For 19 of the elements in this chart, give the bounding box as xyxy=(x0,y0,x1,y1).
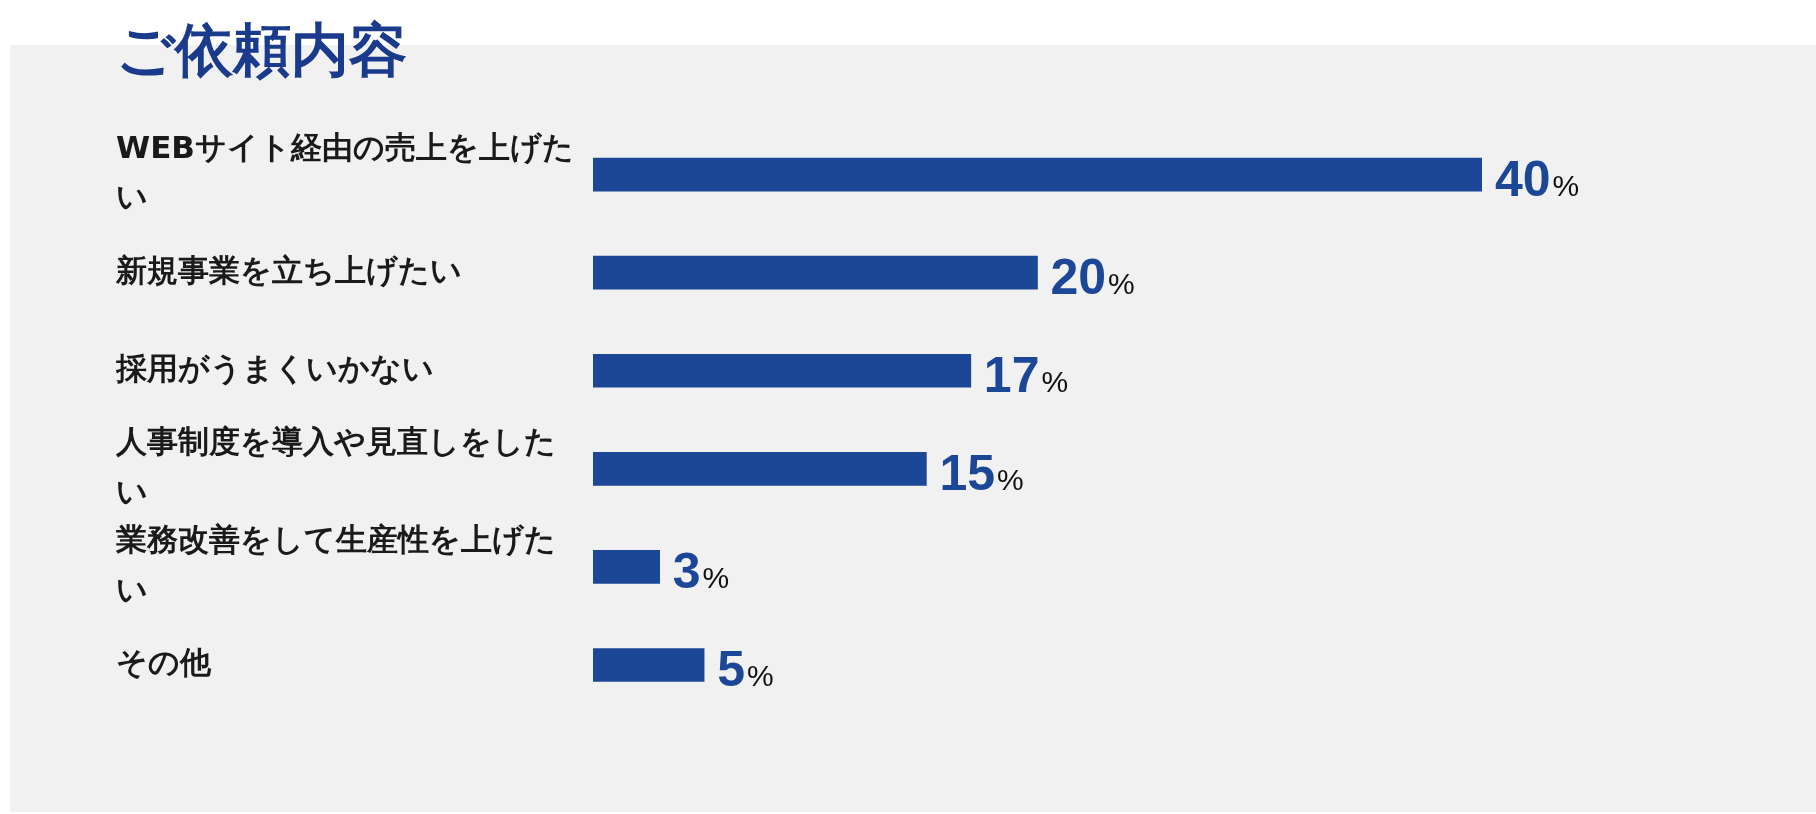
y-tick-label: WEBサイト経由の売上を上げたい xyxy=(116,128,574,215)
bar xyxy=(593,353,972,388)
y-tick-label: 業務改善をして生産性を上げたい xyxy=(115,521,556,607)
bar xyxy=(593,157,1482,192)
chart-title: ご依頼内容 xyxy=(116,15,407,84)
data-label: 5% xyxy=(717,640,774,697)
y-tick-label: その他 xyxy=(116,644,212,681)
data-label: 20% xyxy=(1050,248,1135,305)
bar xyxy=(593,452,927,486)
bar xyxy=(593,648,705,682)
data-label: 40% xyxy=(1495,150,1580,207)
y-tick-label: 人事制度を導入や見直しをしたい xyxy=(115,423,556,509)
bar xyxy=(593,255,1038,290)
y-tick-label: 新規事業を立ち上げたい xyxy=(115,251,462,288)
y-tick-label: 採用がうまくいかない xyxy=(115,349,434,386)
data-label: 3% xyxy=(672,542,730,599)
data-label: 15% xyxy=(939,444,1024,501)
data-label: 17% xyxy=(983,346,1069,403)
bar xyxy=(593,550,661,584)
